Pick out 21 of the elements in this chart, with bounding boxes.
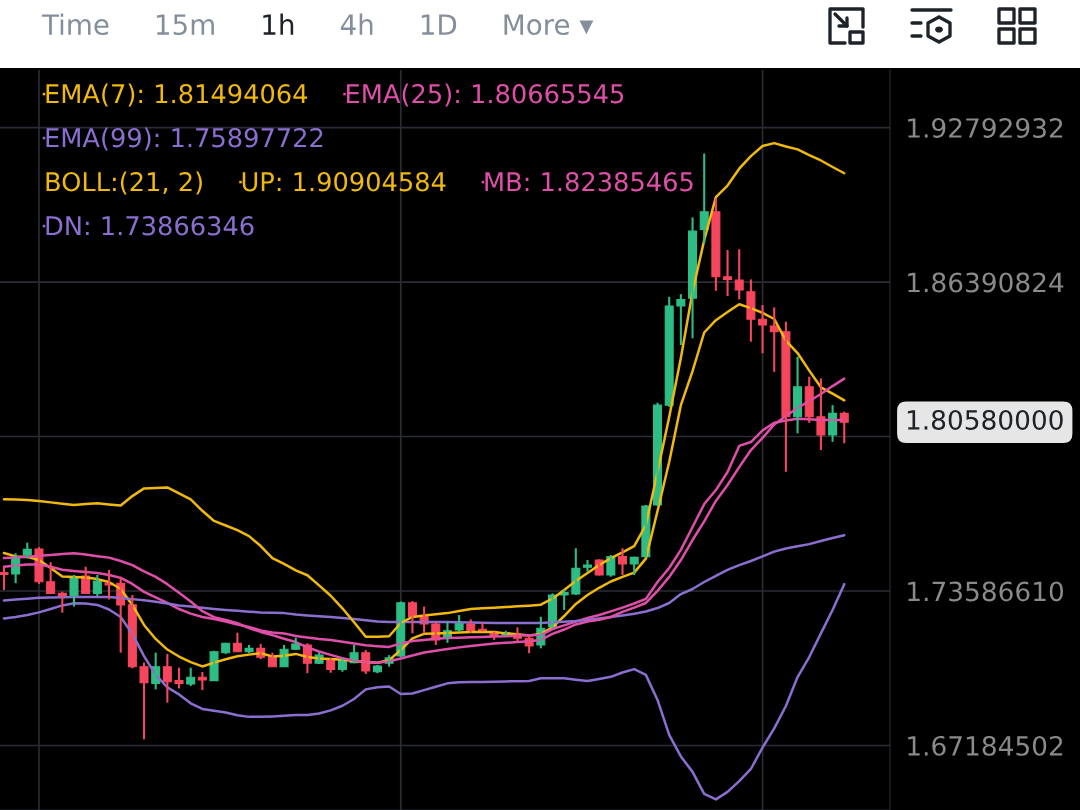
y-tick-label: 1.67184502 bbox=[908, 735, 1063, 756]
text: Time bbox=[41, 13, 109, 36]
y-tick-label: 1.73586610 bbox=[908, 581, 1064, 602]
text: 4h bbox=[340, 13, 373, 35]
y-tick-label: 1.86390824 bbox=[908, 272, 1064, 293]
annotation: BOLL:(21, 2) bbox=[46, 171, 202, 195]
legend-label: EMA(25): 1.80665545 bbox=[347, 83, 624, 107]
line-series bbox=[2, 582, 846, 801]
candlestick bbox=[174, 666, 184, 690]
text: More ▾ bbox=[504, 14, 594, 36]
candlestick bbox=[221, 641, 231, 655]
y-tick-label: 1.92792932 bbox=[908, 118, 1063, 138]
legend-label: EMA(99): 1.75897722 bbox=[46, 127, 323, 151]
text: 1.80580000 bbox=[907, 409, 1063, 430]
text: 1h bbox=[263, 13, 294, 35]
legend-label: EMA(7): 1.81494064 bbox=[46, 83, 308, 107]
legend-label: DN: 1.73866346 bbox=[46, 216, 254, 236]
text: 1D bbox=[421, 14, 457, 35]
legend-label: UP: 1.90904584 bbox=[242, 172, 446, 192]
legend-label: MB: 1.82385465 bbox=[485, 172, 693, 192]
text: 15m bbox=[156, 14, 214, 36]
